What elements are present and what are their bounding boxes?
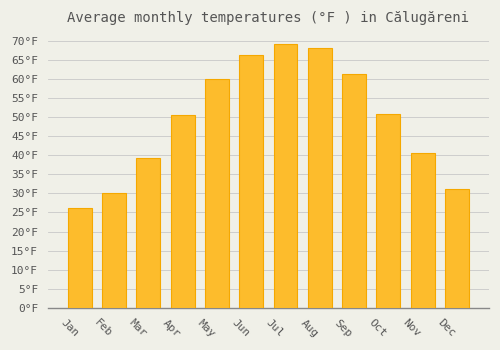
Bar <box>308 49 332 308</box>
Bar <box>239 55 263 308</box>
Bar <box>136 158 160 308</box>
Title: Average monthly temperatures (°F ) in Călugăreni: Average monthly temperatures (°F ) in Că… <box>68 11 469 25</box>
Bar <box>274 44 297 308</box>
Bar <box>68 208 92 308</box>
Bar <box>376 114 400 308</box>
Bar <box>410 153 434 308</box>
Bar <box>445 189 469 308</box>
Bar <box>342 75 366 308</box>
Bar <box>205 79 229 308</box>
Bar <box>102 193 126 308</box>
Bar <box>170 115 194 308</box>
